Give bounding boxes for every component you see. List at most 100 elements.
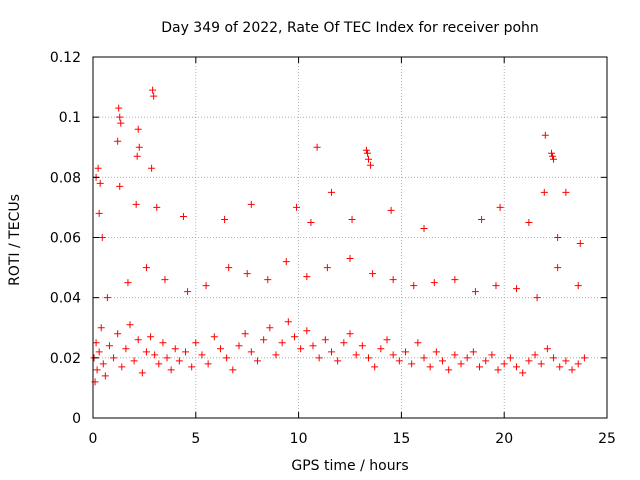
data-point — [478, 215, 486, 223]
data-point — [307, 218, 315, 226]
data-point — [101, 372, 109, 380]
data-point — [540, 188, 548, 196]
data-point — [235, 342, 243, 350]
data-point — [171, 345, 179, 353]
data-point — [482, 357, 490, 365]
data-point — [134, 336, 142, 344]
data-point — [204, 360, 212, 368]
gridlines — [93, 57, 607, 418]
data-point — [525, 357, 533, 365]
data-point — [496, 203, 504, 211]
data-point — [556, 363, 564, 371]
data-point — [175, 357, 183, 365]
data-point — [488, 351, 496, 359]
data-point — [580, 354, 588, 362]
plot-frame — [92, 56, 608, 419]
data-point — [377, 345, 385, 353]
data-point — [105, 342, 113, 350]
data-point — [451, 276, 459, 284]
data-point — [541, 131, 549, 139]
data-point — [574, 282, 582, 290]
data-point — [264, 276, 272, 284]
data-point — [420, 224, 428, 232]
data-point — [492, 282, 500, 290]
data-point — [451, 351, 459, 359]
chart-title: Day 349 of 2022, Rate Of TEC Index for r… — [161, 20, 539, 36]
data-point — [116, 113, 124, 121]
data-point — [358, 342, 366, 350]
y-axis-label: ROTI / TECUs — [7, 194, 23, 286]
data-point — [133, 152, 141, 160]
data-point — [153, 203, 161, 211]
data-point — [346, 330, 354, 338]
data-point — [500, 360, 508, 368]
data-point — [179, 212, 187, 220]
data-point — [247, 348, 255, 356]
data-point — [395, 357, 403, 365]
data-point — [303, 273, 311, 281]
x-tick-label: 10 — [290, 431, 308, 447]
data-point — [547, 149, 555, 157]
data-point — [182, 348, 190, 356]
data-point — [550, 155, 558, 163]
data-point — [367, 161, 375, 169]
data-point — [371, 363, 379, 371]
data-point — [346, 255, 354, 263]
data-point — [402, 348, 410, 356]
data-point — [159, 339, 167, 347]
x-tick-label: 25 — [598, 431, 616, 447]
data-point — [184, 288, 192, 296]
data-point — [223, 354, 231, 362]
y-tick-label: 0.08 — [50, 170, 81, 186]
data-point — [562, 357, 570, 365]
data-point — [161, 276, 169, 284]
data-point — [221, 215, 229, 223]
y-tick-labels: 0 0.02 0.04 0.06 0.08 0.1 0.12 — [50, 50, 81, 427]
data-point — [576, 240, 584, 248]
data-point — [549, 152, 557, 160]
y-tick-label: 0.06 — [50, 231, 81, 247]
data-point — [278, 339, 286, 347]
data-point — [284, 318, 292, 326]
data-point — [323, 264, 331, 272]
data-point — [315, 354, 323, 362]
x-tick-label: 15 — [392, 431, 410, 447]
data-point — [117, 119, 125, 127]
data-point — [110, 354, 118, 362]
data-point — [241, 330, 249, 338]
data-point — [476, 363, 484, 371]
data-point — [313, 143, 321, 151]
data-point — [99, 360, 107, 368]
data-point — [138, 369, 146, 377]
y-tick-label: 0.12 — [50, 50, 81, 66]
data-point — [115, 104, 123, 112]
data-point — [253, 357, 261, 365]
data-point — [94, 164, 102, 172]
data-point — [383, 336, 391, 344]
data-point — [432, 348, 440, 356]
data-point — [334, 357, 342, 365]
data-point — [562, 188, 570, 196]
data-point — [439, 357, 447, 365]
data-point — [142, 264, 150, 272]
data-point — [457, 360, 465, 368]
data-point — [352, 351, 360, 359]
data-point — [167, 366, 175, 374]
data-point — [243, 270, 251, 278]
data-point — [303, 327, 311, 335]
data-point — [266, 324, 274, 332]
data-point — [148, 164, 156, 172]
data-point — [363, 149, 371, 157]
data-point — [365, 155, 373, 163]
data-point — [430, 279, 438, 287]
data-point — [116, 182, 124, 190]
data-point — [387, 206, 395, 214]
data-point — [247, 200, 255, 208]
data-point — [543, 345, 551, 353]
data-point — [95, 209, 103, 217]
x-tick-label: 5 — [191, 431, 200, 447]
data-point — [463, 354, 471, 362]
data-point — [97, 324, 105, 332]
data-point — [210, 333, 218, 341]
data-point — [163, 354, 171, 362]
